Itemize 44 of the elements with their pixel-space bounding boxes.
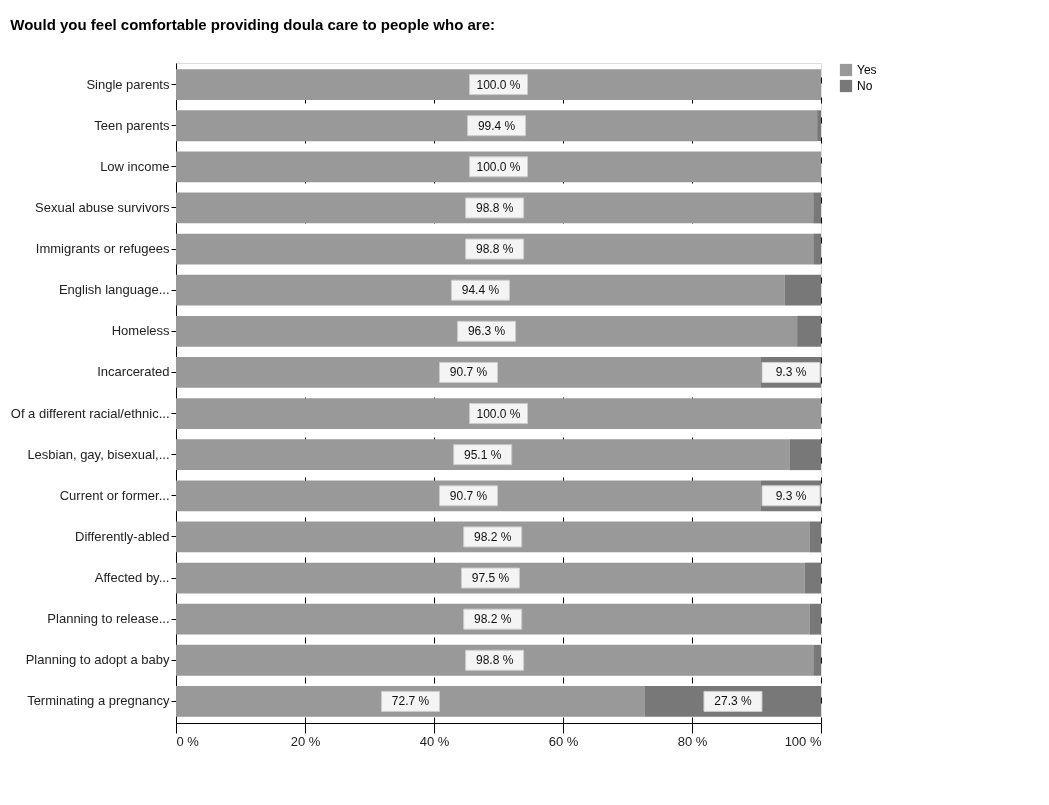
x-tick-label: 80 % — [677, 733, 708, 749]
data-label: 100.0 % — [476, 77, 521, 92]
data-label: 96.3 % — [467, 324, 506, 339]
data-label: 99.4 % — [477, 118, 516, 133]
y-tick-label: Incarcerated — [97, 364, 170, 380]
x-tick-label: 0 % — [176, 733, 200, 749]
data-label: 9.3 % — [775, 488, 807, 503]
data-label: 97.5 % — [471, 571, 510, 586]
data-label: 98.2 % — [474, 612, 512, 627]
y-tick-label: Homeless — [111, 323, 170, 339]
y-tick-label: English language... — [58, 282, 170, 298]
data-label: 90.7 % — [449, 488, 488, 503]
y-tick-label: Lesbian, gay, bisexual,... — [27, 446, 170, 462]
y-tick-label: Of a different racial/ethnic... — [10, 405, 170, 421]
data-label: 100.0 % — [476, 159, 521, 174]
data-label: 98.8 % — [475, 200, 514, 215]
y-tick-label: Affected by... — [94, 570, 170, 586]
legend-label: Yes — [857, 63, 877, 77]
y-tick-label: Planning to adopt a baby — [25, 652, 170, 668]
data-label: 90.7 % — [449, 365, 488, 380]
data-label: 94.4 % — [461, 283, 500, 298]
data-label: 72.7 % — [391, 694, 430, 709]
data-label: 100.0 % — [476, 406, 521, 421]
data-label: 9.3 % — [775, 365, 807, 380]
y-tick-label: Low income — [100, 158, 170, 174]
y-tick-label: Teen parents — [94, 117, 170, 133]
x-tick-label: 40 % — [419, 733, 450, 749]
x-tick-label: 60 % — [548, 733, 579, 749]
y-tick-label: Single parents — [86, 76, 170, 92]
y-tick-label: Differently-abled — [75, 528, 170, 544]
y-tick-label: Immigrants or refugees — [35, 241, 170, 257]
data-label: 27.3 % — [714, 694, 752, 709]
x-tick-label: 20 % — [290, 733, 321, 749]
y-tick-label: Current or former... — [59, 487, 170, 503]
data-label: 98.8 % — [475, 242, 514, 257]
legend-label: No — [857, 79, 873, 93]
data-label: 98.8 % — [475, 653, 514, 668]
y-tick-label: Planning to release... — [47, 611, 170, 627]
chart-title: Would you feel comfortable providing doula care to people who are: — [10, 16, 496, 33]
data-label: 98.2 % — [474, 529, 512, 544]
y-tick-label: Terminating a pregnancy — [27, 693, 170, 709]
x-tick-label: 100 % — [784, 733, 822, 749]
data-label: 95.1 % — [464, 447, 502, 462]
y-tick-label: Sexual abuse survivors — [35, 199, 170, 215]
